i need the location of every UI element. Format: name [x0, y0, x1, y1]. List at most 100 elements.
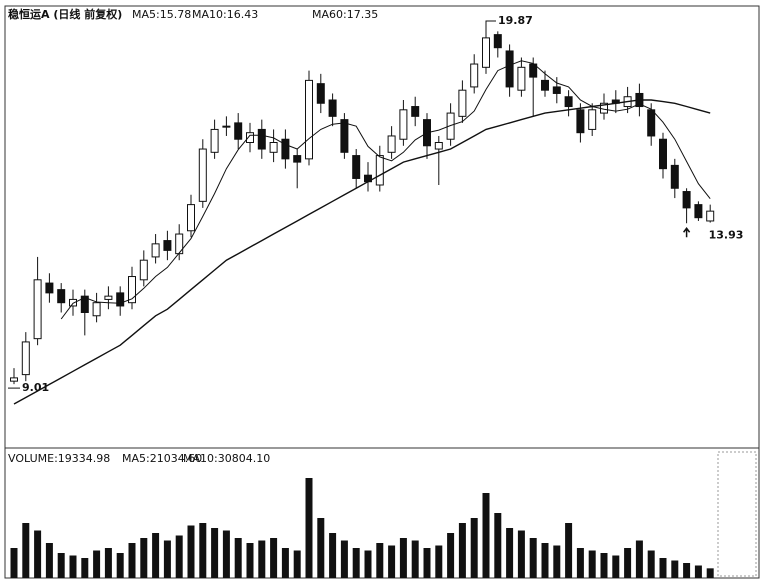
candle-body — [505, 50, 514, 88]
volume-bar — [116, 553, 124, 578]
volume-bar — [364, 550, 372, 578]
candle-body — [659, 138, 667, 170]
volume-bar — [506, 528, 514, 578]
volume-bar — [317, 518, 325, 578]
candle-body — [210, 128, 219, 153]
volume-bar — [553, 545, 561, 578]
candle-body — [375, 155, 384, 186]
volume-bar — [329, 533, 337, 578]
volume-bar — [69, 555, 77, 578]
volume-bar — [34, 530, 42, 578]
candle-body — [281, 138, 290, 160]
candle-body — [564, 96, 573, 108]
volume-bar — [517, 530, 525, 578]
side-box — [717, 451, 757, 577]
volume-bar — [388, 545, 396, 578]
volume-bar — [234, 538, 242, 578]
volume-indicator-label: MA10:30804.10 — [183, 452, 270, 465]
candle-body — [352, 155, 361, 179]
candle-body — [470, 63, 479, 88]
candle-body — [682, 191, 691, 209]
candle-body — [434, 142, 443, 150]
candle-body — [411, 106, 420, 117]
volume-bar — [352, 548, 360, 578]
chart-title: 稳恒运A (日线 前复权) — [8, 7, 122, 21]
volume-bar — [187, 525, 195, 578]
volume-bar — [104, 548, 112, 578]
low-label: 9.01 — [22, 381, 49, 394]
candle-body — [246, 132, 254, 143]
volume-bar — [659, 558, 667, 578]
candle-body — [517, 66, 526, 91]
volume-bar — [270, 538, 278, 578]
candle-body — [446, 112, 455, 140]
frame — [4, 5, 760, 579]
volume-bar — [600, 553, 608, 578]
candle-body — [482, 37, 490, 68]
volume-bar — [458, 523, 466, 578]
candle-body — [694, 204, 703, 219]
indicator-label: MA10:16.43 — [192, 8, 258, 21]
volume-bar — [470, 518, 478, 578]
candle-body — [57, 289, 66, 304]
candle-body — [458, 89, 467, 117]
volume-bar — [199, 523, 207, 578]
recent-low-label: 13.93 — [709, 228, 744, 241]
volume-bar — [163, 540, 171, 578]
volume-label-text: VOLUME: — [8, 452, 58, 465]
ma5-line — [60, 60, 711, 320]
volume-bar — [399, 538, 407, 578]
candle-body — [257, 128, 266, 150]
candle-body — [588, 109, 597, 130]
candle-body — [21, 341, 30, 376]
candle-body — [33, 279, 42, 340]
candle-body — [576, 109, 585, 134]
candle-body — [670, 164, 679, 189]
indicator-label: MA60:17.35 — [312, 8, 378, 21]
candle-body — [104, 295, 113, 300]
candle-body — [187, 204, 195, 232]
volume-bar — [565, 523, 573, 578]
candle-body — [222, 125, 231, 128]
candle-body — [80, 295, 89, 313]
candle-body — [541, 79, 549, 91]
high-pointer — [485, 20, 496, 30]
volume-bar — [683, 563, 691, 578]
candle-body — [234, 122, 243, 140]
volume-bar — [246, 543, 254, 578]
volume-bar — [694, 565, 702, 578]
candle-body — [69, 298, 77, 307]
volume-label: VOLUME:19334.98 — [8, 452, 110, 465]
volume-bar — [152, 533, 160, 578]
volume-bar — [140, 538, 148, 578]
candle-body — [316, 83, 325, 104]
volume-bar — [482, 493, 490, 578]
volume-bar — [671, 560, 679, 578]
candle-body — [305, 79, 313, 160]
volume-bar — [57, 553, 65, 578]
volume-bar — [423, 548, 431, 578]
volume-bar — [93, 550, 101, 578]
volume-bar — [588, 550, 596, 578]
candle-body — [328, 99, 337, 117]
volume-bar — [45, 543, 53, 578]
volume-value: 19334.98 — [58, 452, 111, 465]
volume-bar — [175, 535, 183, 578]
volume-bar — [305, 478, 313, 578]
ma60-line — [13, 99, 711, 405]
candle-body — [552, 86, 561, 94]
volume-bar — [258, 540, 266, 578]
candle-body — [706, 210, 715, 222]
candle-body — [647, 109, 656, 137]
candle-body — [493, 34, 502, 49]
volume-bar — [222, 530, 230, 578]
high-label: 19.87 — [498, 14, 533, 27]
candle-body — [293, 155, 302, 163]
volume-bar — [529, 538, 537, 578]
candle-body — [387, 135, 396, 153]
volume-bar — [576, 548, 584, 578]
volume-bar — [10, 548, 18, 578]
volume-bar — [541, 543, 549, 578]
volume-bar — [447, 533, 455, 578]
